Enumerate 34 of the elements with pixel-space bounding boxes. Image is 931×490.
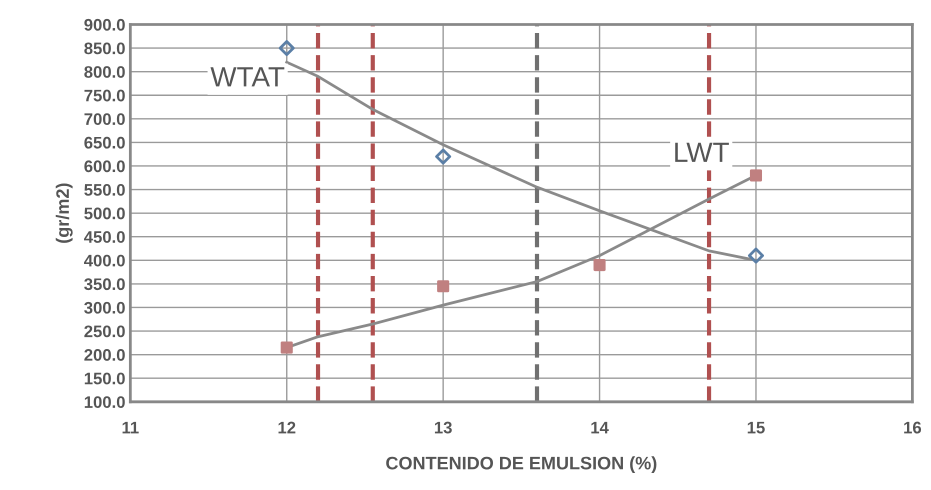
y-tick-label: 400.0: [84, 254, 125, 267]
y-tick-label: 300.0: [84, 302, 125, 314]
y-tick-label: 900.0: [84, 18, 125, 31]
y-tick-label: 650.0: [84, 136, 125, 149]
y-tick-label: 150.0: [84, 372, 125, 384]
point: [748, 248, 764, 264]
annotation: WTAT: [210, 67, 284, 86]
x-axis-title: CONTENIDO DE EMULSION (%): [386, 456, 656, 474]
y-tick-label: 350.0: [84, 278, 125, 290]
point: [280, 342, 293, 354]
x-tick-label: 15: [748, 422, 765, 434]
y-tick-label: 750.0: [84, 90, 125, 102]
y-tick-label: 450.0: [84, 231, 125, 243]
y-tick-label: 700.0: [84, 113, 125, 126]
y-tick-label: 550.0: [84, 184, 125, 196]
point: [437, 280, 450, 292]
y-axis-title: (gr/m2): [56, 183, 73, 243]
y-tick-label: 250.0: [84, 325, 125, 338]
y-tick-label: 800.0: [84, 66, 125, 78]
y-tick-label: 850.0: [84, 42, 125, 54]
y-tick-label: 100.0: [84, 396, 125, 408]
point: [435, 148, 452, 165]
y-tick-label: 200.0: [84, 349, 125, 361]
x-tick-label: 16: [904, 422, 922, 434]
point: [278, 40, 295, 56]
x-tick-label: 14: [591, 422, 609, 434]
y-tick-label: 600.0: [84, 160, 125, 172]
annotation: LWT: [675, 142, 729, 162]
x-tick-label: 12: [278, 422, 296, 434]
point: [750, 169, 762, 182]
y-tick-label: 500.0: [84, 208, 125, 220]
x-tick-label: 11: [122, 422, 139, 434]
point: [594, 258, 606, 272]
x-tick-label: 13: [434, 422, 452, 434]
